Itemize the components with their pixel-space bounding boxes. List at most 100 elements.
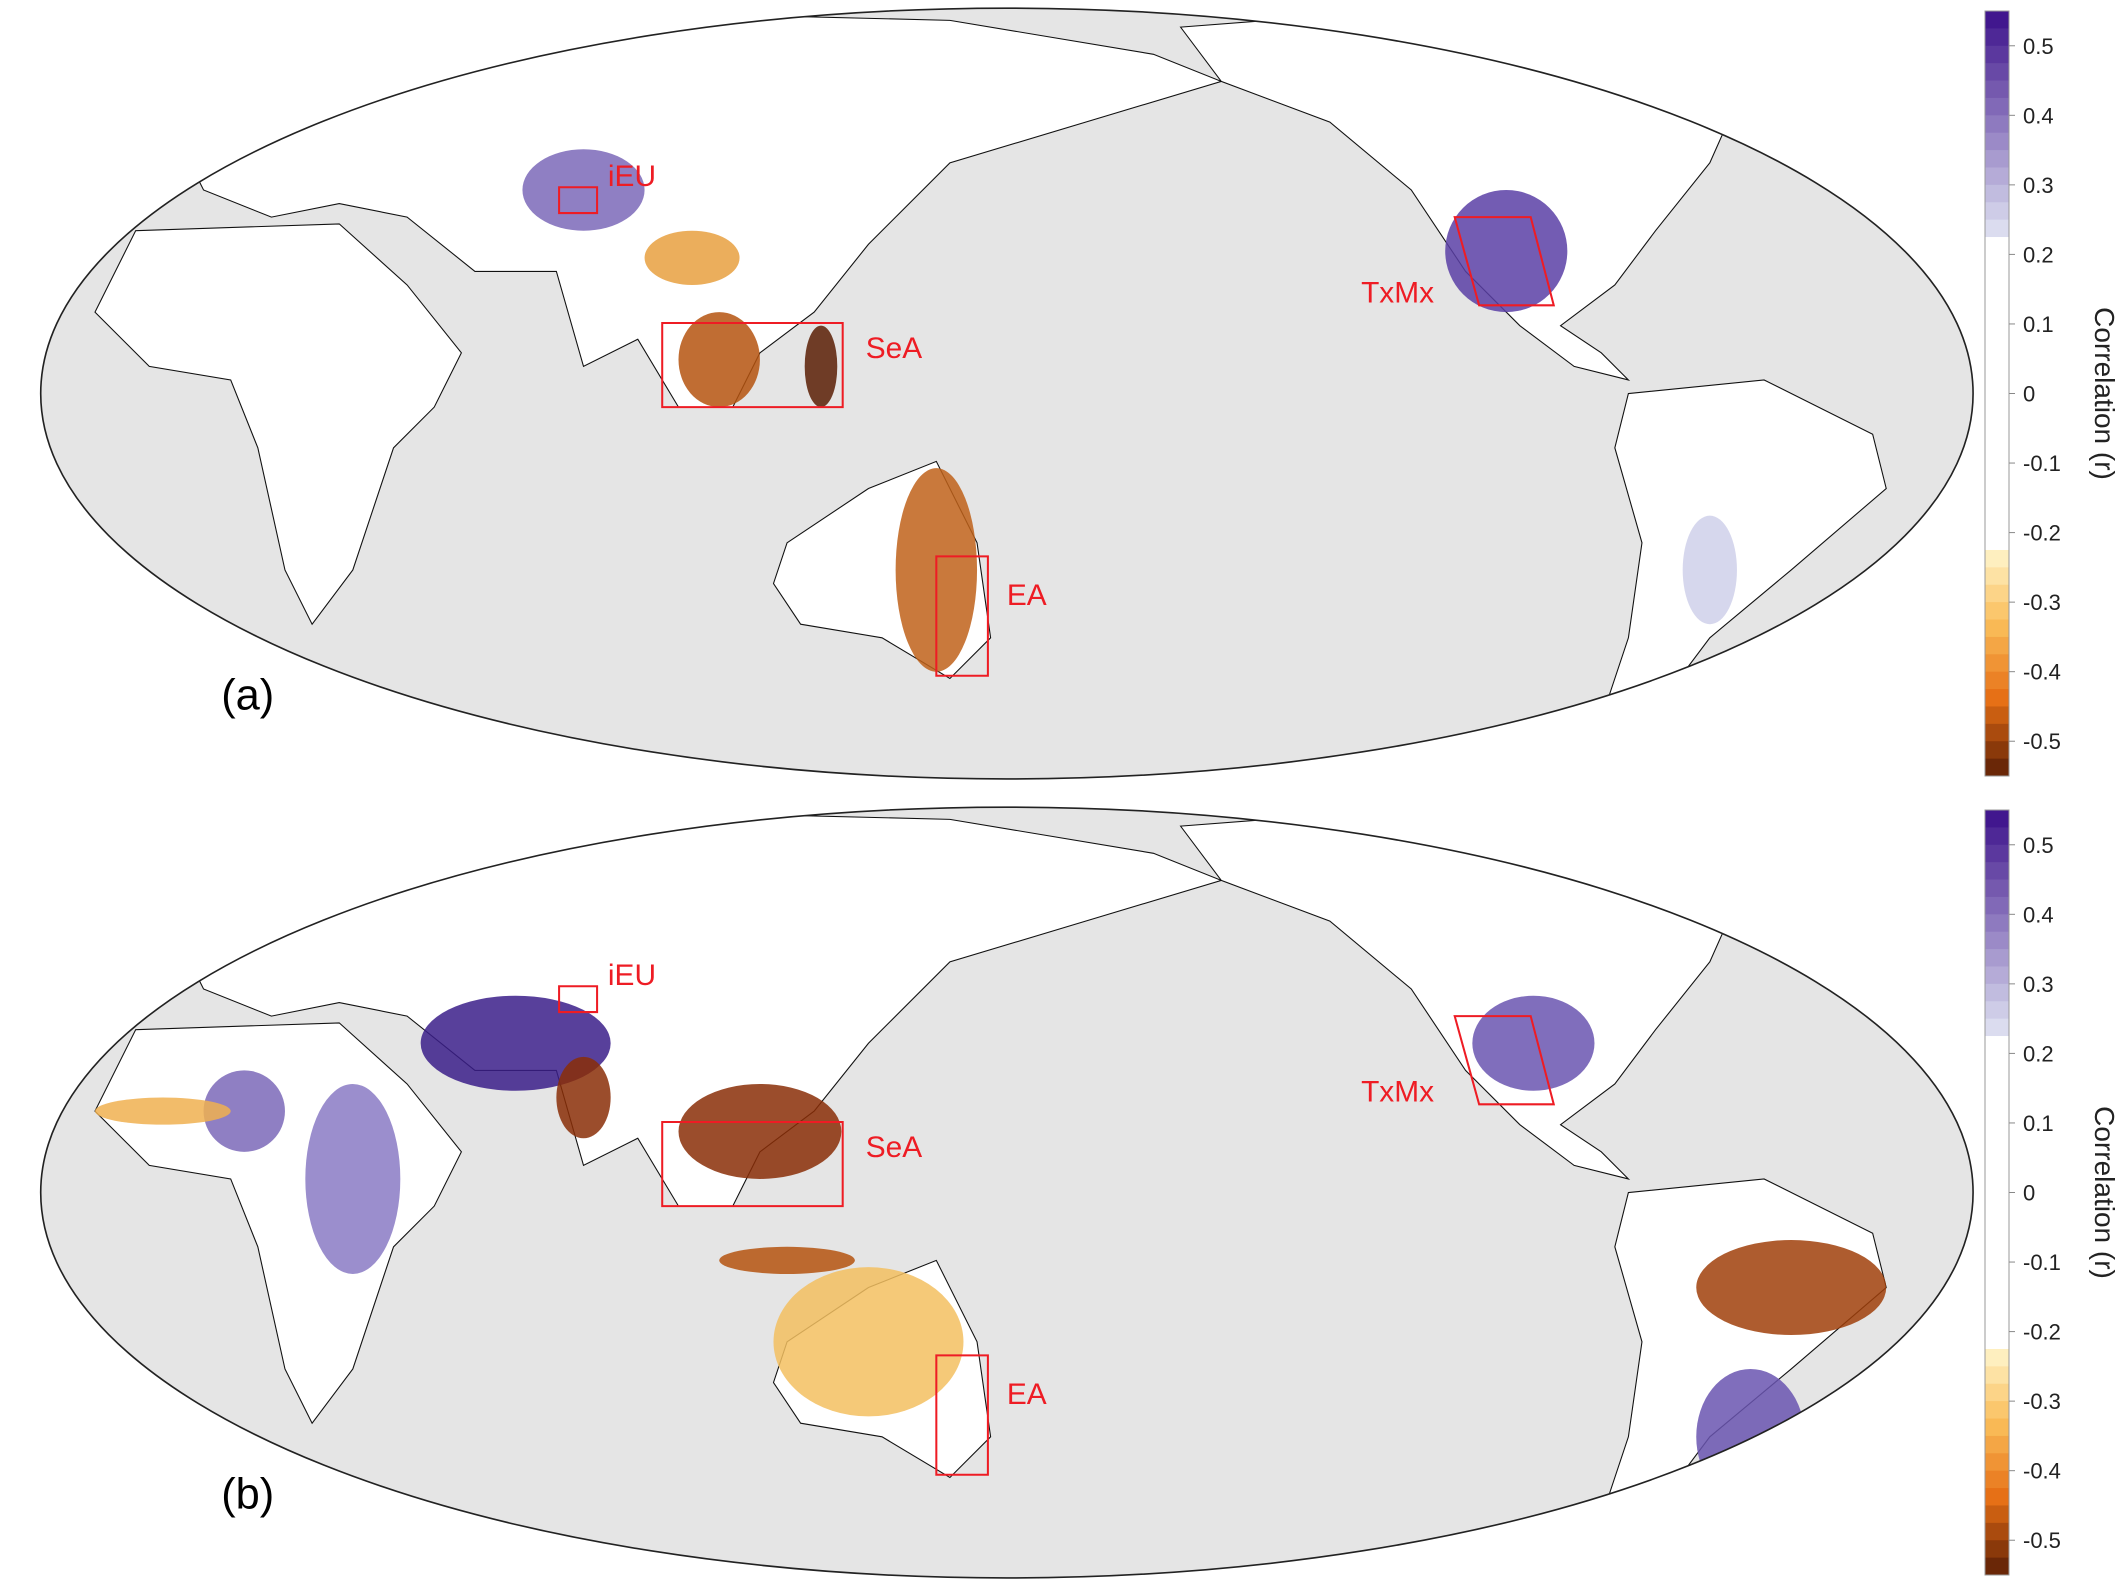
colorbar-segment [1985, 80, 2009, 99]
colorbar-tick-label: 0.1 [2023, 312, 2054, 337]
colorbar-segment [1985, 1018, 2009, 1037]
region-label-ieu: iEU [608, 959, 656, 992]
colorbar-segment [1985, 567, 2009, 586]
region-box-ieu [558, 985, 599, 1014]
colorbar-segment [1985, 428, 2009, 447]
colorbar-segment [1985, 1053, 2009, 1072]
colorbar-segment [1985, 306, 2009, 325]
colorbar-segment [1985, 584, 2009, 603]
panel-label: (b) [221, 1471, 274, 1519]
colorbar-segment [1985, 723, 2009, 742]
colorbar-segment [1985, 393, 2009, 412]
colorbar-segment [1985, 602, 2009, 621]
colorbar-segment [1985, 1470, 2009, 1489]
colorbar-segment [1985, 497, 2009, 516]
colorbar-segment [1985, 758, 2009, 777]
colorbar-tick-label: 0.4 [2023, 103, 2054, 128]
colorbar-segment [1985, 1331, 2009, 1350]
colorbar-segment [1985, 1175, 2009, 1193]
colorbar-tick-label: 0.5 [2023, 34, 2054, 59]
region-label-sea: SeA [866, 332, 923, 365]
colorbar-segment [1985, 184, 2009, 203]
colorbar-segment [1985, 1209, 2009, 1228]
colorbar-segment [1985, 463, 2009, 481]
colorbar-segment [1985, 445, 2009, 464]
continent-greenland [1871, 13, 1969, 82]
colorbar-tick-label: -0.1 [2023, 1250, 2061, 1275]
colorbar-tick-label: 0.5 [2023, 833, 2054, 858]
colorbar-segment [1985, 1366, 2009, 1385]
colorbar-segment [1985, 1557, 2009, 1576]
colorbar-segment [1985, 219, 2009, 238]
colorbar-tick-label: 0 [2023, 382, 2035, 407]
colorbar-segment [1985, 132, 2009, 151]
region-label-ea: EA [1007, 579, 1047, 612]
colorbar-segment [1985, 619, 2009, 638]
colorbar-tick-label: 0.2 [2023, 1041, 2054, 1066]
colorbar: 0.5 0.4 0.3 0.2 0.1 0 -0.1 -0.2 -0.3 -0.4 -0.5 Corr… [1984, 809, 2120, 1576]
colorbar-segment [1985, 1296, 2009, 1315]
correlation-patch [1472, 995, 1595, 1091]
colorbar-segment [1985, 654, 2009, 673]
colorbar-segment [1985, 983, 2009, 1002]
colorbar-segment [1985, 1122, 2009, 1141]
colorbar-segment [1985, 358, 2009, 377]
colorbar-segment [1985, 1244, 2009, 1263]
colorbar-segment [1985, 254, 2009, 273]
colorbar-segment [1985, 150, 2009, 168]
colorbar-segment [1985, 341, 2009, 360]
correlation-patch [678, 312, 760, 408]
correlation-patch [1696, 1368, 1805, 1505]
colorbar-segment [1985, 323, 2009, 342]
colorbar-segment [1985, 410, 2009, 429]
colorbar-segment [1985, 1401, 2009, 1420]
colorbar-segment [1985, 949, 2009, 967]
colorbar-segment [1985, 1157, 2009, 1176]
colorbar-segment [1985, 11, 2009, 29]
colorbar-tick-label: -0.1 [2023, 451, 2061, 476]
colorbar-segment [1985, 862, 2009, 881]
continent-greenland [1871, 812, 1969, 881]
colorbar-segment [1985, 115, 2009, 134]
colorbar-segment [1985, 1418, 2009, 1437]
colorbar-segment [1985, 1140, 2009, 1159]
colorbar-segment [1985, 549, 2009, 568]
correlation-patch [644, 230, 740, 285]
colorbar-tick-label: -0.2 [2023, 521, 2061, 546]
colorbar-tick-label: 0.4 [2023, 902, 2054, 927]
colorbar-tick-label: -0.5 [2023, 729, 2061, 754]
colorbar: 0.5 0.4 0.3 0.2 0.1 0 -0.1 -0.2 -0.3 -0.4 -0.5 Corr… [1984, 10, 2120, 777]
colorbar-segment [1985, 1435, 2009, 1454]
colorbar-segment [1985, 1279, 2009, 1298]
colorbar-segment [1985, 879, 2009, 898]
correlation-patch [773, 1267, 964, 1417]
colorbar-segment [1985, 480, 2009, 499]
colorbar-segment [1985, 966, 2009, 985]
colorbar-segment [1985, 741, 2009, 760]
colorbar-tick-label: -0.3 [2023, 590, 2061, 615]
colorbar-segment [1985, 1505, 2009, 1524]
map-border [39, 806, 1974, 1579]
colorbar-tick-label: 0 [2023, 1181, 2035, 1206]
region-box-sea [661, 321, 844, 409]
colorbar-segment [1985, 1540, 2009, 1559]
colorbar-segment [1985, 914, 2009, 933]
colorbar-segment [1985, 671, 2009, 690]
colorbar-segment [1985, 827, 2009, 846]
correlation-patch [94, 1097, 231, 1125]
region-label-txmx: TxMx [1361, 277, 1434, 310]
colorbar-segment [1985, 376, 2009, 394]
continent-africa [94, 223, 463, 626]
colorbar-segment [1985, 810, 2009, 828]
colorbar-segment [1985, 45, 2009, 64]
region-box-ieu [558, 186, 599, 215]
colorbar-tick-label: -0.3 [2023, 1389, 2061, 1414]
colorbar-segment [1985, 689, 2009, 707]
colorbar-segment [1985, 1070, 2009, 1089]
colorbar-segment [1985, 1522, 2009, 1541]
region-label-txmx: TxMx [1361, 1076, 1434, 1109]
colorbar-tick-label: -0.4 [2023, 1459, 2061, 1484]
region-label-ea: EA [1007, 1378, 1047, 1411]
correlation-patch [804, 325, 838, 408]
